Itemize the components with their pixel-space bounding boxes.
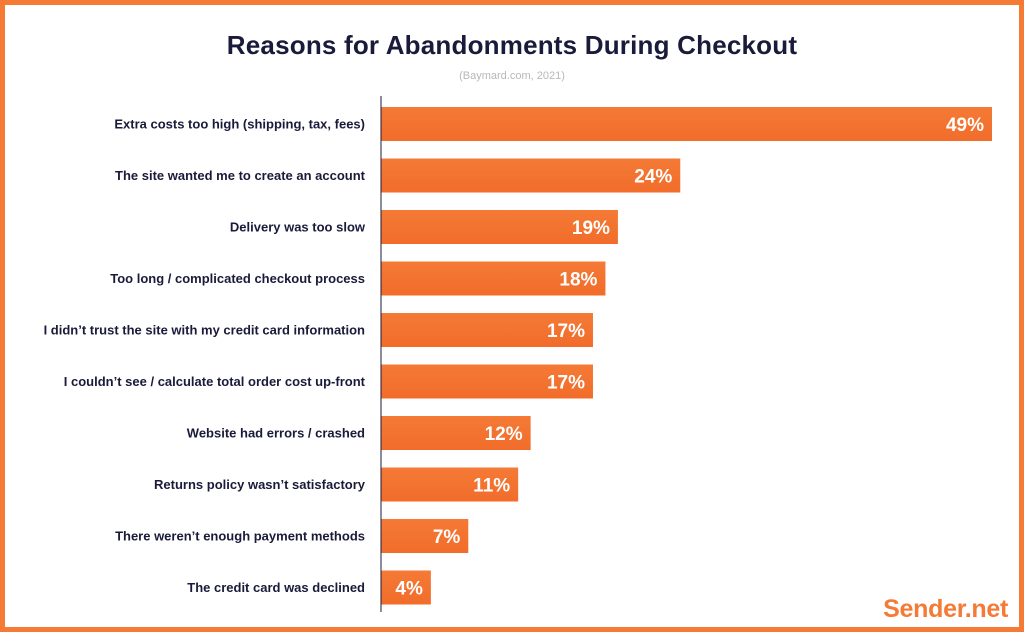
chart-title: Reasons for Abandonments During Checkout xyxy=(226,30,798,60)
category-label: I couldn’t see / calculate total order c… xyxy=(64,374,366,389)
bar xyxy=(381,570,431,605)
bar xyxy=(381,210,618,244)
bar-value-label: 17% xyxy=(547,373,585,394)
bar-value-label: 18% xyxy=(559,270,597,291)
bar xyxy=(381,313,593,347)
bar-value-label: 24% xyxy=(634,167,672,188)
bar xyxy=(381,261,606,296)
bar xyxy=(381,107,992,141)
category-labels-layer: Extra costs too high (shipping, tax, fee… xyxy=(44,117,366,596)
category-label: There weren’t enough payment methods xyxy=(115,529,365,544)
bar-value-label: 19% xyxy=(572,218,610,239)
bar-value-label: 7% xyxy=(433,527,461,548)
bar xyxy=(381,364,593,399)
category-label: Website had errors / crashed xyxy=(187,426,365,441)
category-label: Too long / complicated checkout process xyxy=(110,271,365,286)
category-label: Returns policy wasn’t satisfactory xyxy=(154,477,366,492)
bar-value-label: 4% xyxy=(395,579,423,600)
bar-value-label: 12% xyxy=(485,424,523,445)
bar xyxy=(381,467,519,502)
bar-value-label: 17% xyxy=(547,321,585,342)
category-label: Delivery was too slow xyxy=(230,220,366,235)
bars-layer: 49% 24% 19% 18% 17% 17% 12% 11% 7% 4% xyxy=(381,107,992,605)
category-label: The credit card was declined xyxy=(187,580,365,595)
brand-logo-text: Sender.net xyxy=(883,595,1008,623)
bar xyxy=(381,519,469,553)
category-label: The site wanted me to create an account xyxy=(115,168,366,183)
category-label: I didn’t trust the site with my credit c… xyxy=(44,323,365,338)
bar xyxy=(381,158,681,193)
chart-subtitle: (Baymard.com, 2021) xyxy=(459,70,565,82)
category-label: Extra costs too high (shipping, tax, fee… xyxy=(114,117,365,132)
bar xyxy=(381,416,531,450)
bar-value-label: 11% xyxy=(473,476,510,497)
bar-value-label: 49% xyxy=(946,115,984,136)
